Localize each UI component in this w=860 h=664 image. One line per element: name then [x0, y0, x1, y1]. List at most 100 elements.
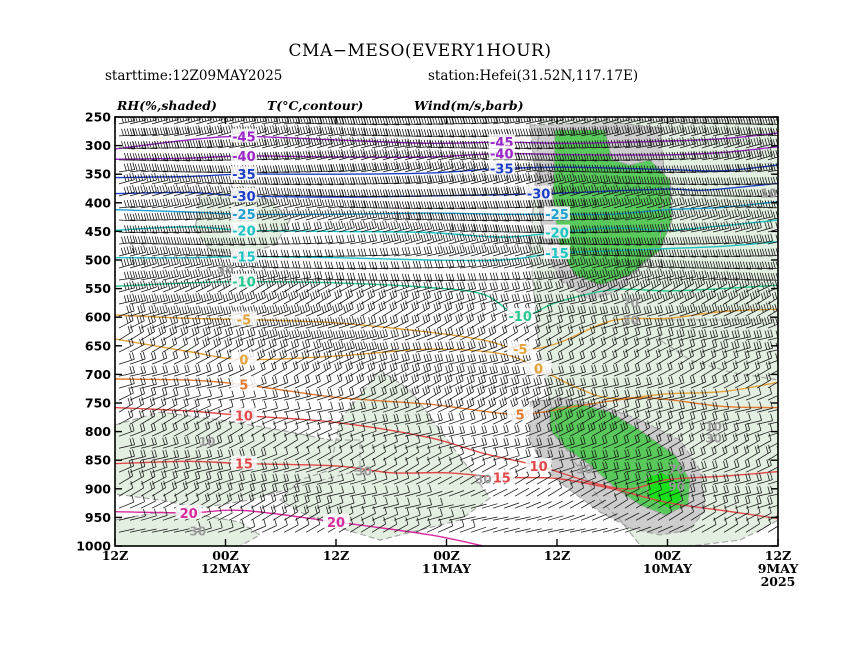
- wind-barb: [206, 520, 223, 533]
- wind-barb: [140, 437, 157, 449]
- wind-barb: [305, 271, 323, 281]
- temperature-contour-label: 5: [516, 408, 525, 423]
- wind-barb: [129, 409, 145, 425]
- wind-barb: [338, 136, 355, 149]
- wind-barb: [514, 117, 532, 125]
- wind-barb: [459, 325, 475, 341]
- wind-barb: [261, 432, 277, 449]
- wind-barb: [239, 519, 256, 533]
- wind-barb: [712, 373, 728, 389]
- wind-barb: [580, 315, 597, 329]
- wind-barb: [459, 172, 476, 185]
- wind-barb: [547, 365, 564, 377]
- wind-barb: [701, 125, 718, 137]
- wind-barb: [305, 401, 322, 413]
- wind-barb: [294, 150, 312, 161]
- wind-barb: [415, 148, 432, 161]
- wind-barb: [734, 199, 752, 209]
- wind-barb: [690, 348, 706, 365]
- wind-barb: [206, 305, 223, 317]
- wind-barb: [580, 408, 595, 425]
- wind-barb: [294, 261, 312, 269]
- wind-barb: [492, 527, 509, 533]
- wind-barb: [316, 220, 333, 233]
- rh-area-light: [280, 370, 490, 540]
- wind-barb: [404, 273, 422, 282]
- wind-barb: [580, 514, 597, 521]
- wind-barb: [283, 338, 300, 353]
- wind-barb: [250, 304, 267, 317]
- wind-barb: [756, 329, 773, 341]
- wind-barb: [393, 341, 411, 353]
- wind-barb: [547, 515, 564, 521]
- wind-barb: [602, 471, 619, 485]
- wind-barb: [140, 508, 157, 521]
- wind-barb: [162, 377, 179, 389]
- wind-barb: [151, 304, 168, 317]
- temperature-contour-label: -5: [237, 313, 251, 328]
- wind-barb: [404, 352, 421, 365]
- wind-barb: [140, 365, 157, 377]
- wind-barb: [591, 268, 608, 281]
- wind-barb: [569, 408, 584, 425]
- wind-barb: [217, 336, 233, 353]
- wind-barb: [514, 293, 531, 305]
- wind-barb: [294, 236, 312, 245]
- wind-barb: [415, 174, 433, 185]
- wind-barb: [129, 324, 144, 341]
- wind-barb: [503, 324, 519, 341]
- wind-barb: [624, 196, 641, 209]
- wind-barb: [525, 280, 542, 293]
- wind-barb: [316, 271, 334, 281]
- wind-barb: [162, 269, 179, 281]
- wind-barb: [437, 222, 455, 233]
- wind-barb: [437, 384, 452, 401]
- wind-barb: [327, 387, 344, 401]
- wind-barb: [602, 363, 619, 377]
- wind-barb: [635, 124, 652, 137]
- wind-barb: [118, 152, 136, 161]
- wind-barb: [173, 528, 190, 533]
- wind-barb: [514, 502, 531, 509]
- wind-barb: [471, 272, 488, 281]
- wind-barb: [635, 268, 652, 281]
- wind-barb: [503, 502, 520, 509]
- wind-barb: [767, 459, 778, 473]
- wind-barb: [426, 174, 444, 185]
- wind-barb: [613, 449, 630, 461]
- wind-barb: [162, 212, 180, 221]
- y-tick-label: 450: [85, 224, 111, 239]
- wind-barb: [305, 388, 322, 401]
- temperature-label-bg: [323, 513, 349, 528]
- wind-barb: [569, 324, 585, 341]
- wind-barb: [338, 199, 356, 209]
- wind-barb: [558, 365, 575, 377]
- y-tick-label: 800: [85, 424, 111, 439]
- wind-barb: [118, 480, 134, 497]
- wind-barb: [624, 420, 639, 437]
- wind-barb: [712, 249, 730, 258]
- wind-barb: [690, 150, 708, 161]
- wind-barb: [371, 497, 388, 509]
- wind-barb: [349, 220, 366, 233]
- wind-barb: [536, 141, 554, 150]
- wind-barb: [701, 460, 718, 473]
- wind-barb: [239, 258, 257, 269]
- wind-barb: [448, 397, 464, 413]
- wind-barb: [459, 117, 477, 125]
- wind-barb: [745, 444, 761, 461]
- wind-barb: [547, 153, 565, 162]
- wind-barb: [349, 444, 364, 461]
- wind-barb: [173, 449, 190, 461]
- wind-barb: [173, 246, 191, 257]
- wind-barb: [228, 433, 244, 449]
- wind-barb: [646, 152, 664, 161]
- wind-barb: [316, 329, 333, 341]
- wind-barb: [195, 292, 212, 305]
- wind-barb: [602, 435, 619, 449]
- wind-barb: [151, 508, 168, 521]
- rh-contour-label: 70: [622, 296, 639, 310]
- wind-barb: [250, 196, 267, 209]
- wind-barb: [481, 244, 498, 257]
- wind-barb: [206, 139, 224, 149]
